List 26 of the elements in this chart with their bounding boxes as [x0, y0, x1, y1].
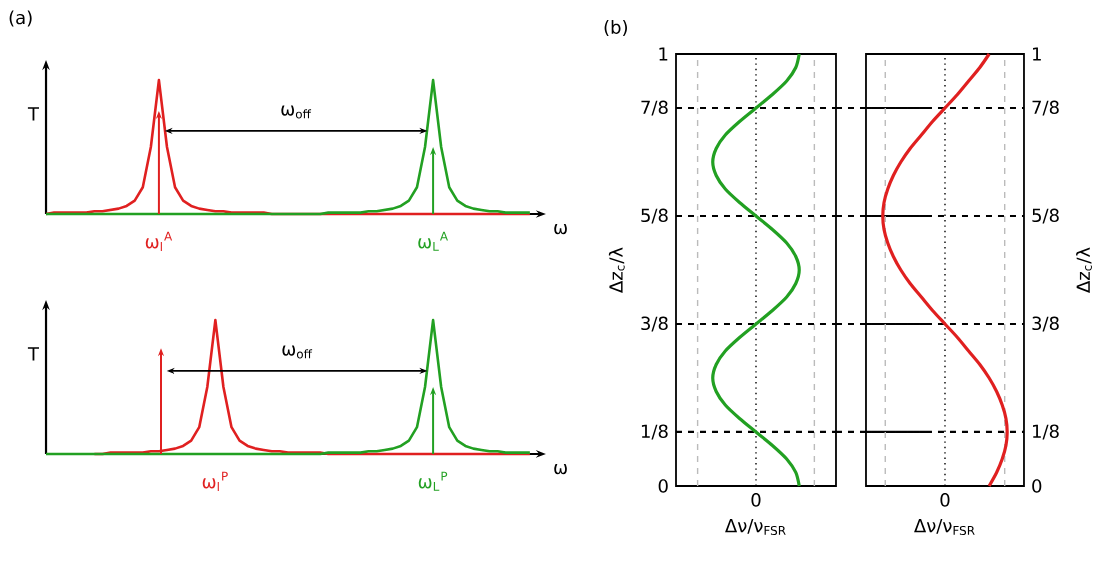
annotation: ω$_{off}$: [281, 105, 312, 119]
y-tick-label: 1/8: [641, 424, 668, 440]
y-tick-label: 0: [658, 479, 668, 493]
y-axis-title: Δz$_{c}$/λ: [1076, 247, 1092, 293]
y-tick-label: 1/8: [1033, 424, 1059, 440]
y-tick-label: 5/8: [641, 208, 668, 224]
y-tick-label: 3/8: [1032, 316, 1059, 332]
y-tick-label: 7/8: [1032, 100, 1059, 116]
y-tick-label: 0: [1032, 479, 1042, 493]
ref-line-label: 0: [940, 493, 950, 507]
x-axis-title: Δν/ν$_{FSR}$: [725, 519, 786, 536]
y-tick-label: 5/8: [1032, 208, 1059, 224]
annotation: ω$_{off}$: [282, 345, 313, 359]
chart-title: (b): [604, 20, 627, 37]
x-axis-title: ω: [554, 464, 567, 475]
y-tick-label: 1: [1033, 47, 1041, 61]
y-axis-title: T: [27, 107, 39, 121]
y-tick-label: 3/8: [641, 316, 668, 332]
y-axis-title: T: [27, 347, 39, 361]
y-tick-label: 7/8: [641, 100, 668, 116]
x-axis-title: Δν/ν$_{FSR}$: [914, 519, 975, 536]
y-axis-title: Δz$_{c}$/λ: [608, 247, 625, 293]
chart-title: (a): [9, 10, 32, 27]
y-tick-label: 1: [659, 47, 668, 61]
x-axis-title: ω: [554, 224, 567, 235]
ref-line-label: 0: [751, 493, 761, 507]
